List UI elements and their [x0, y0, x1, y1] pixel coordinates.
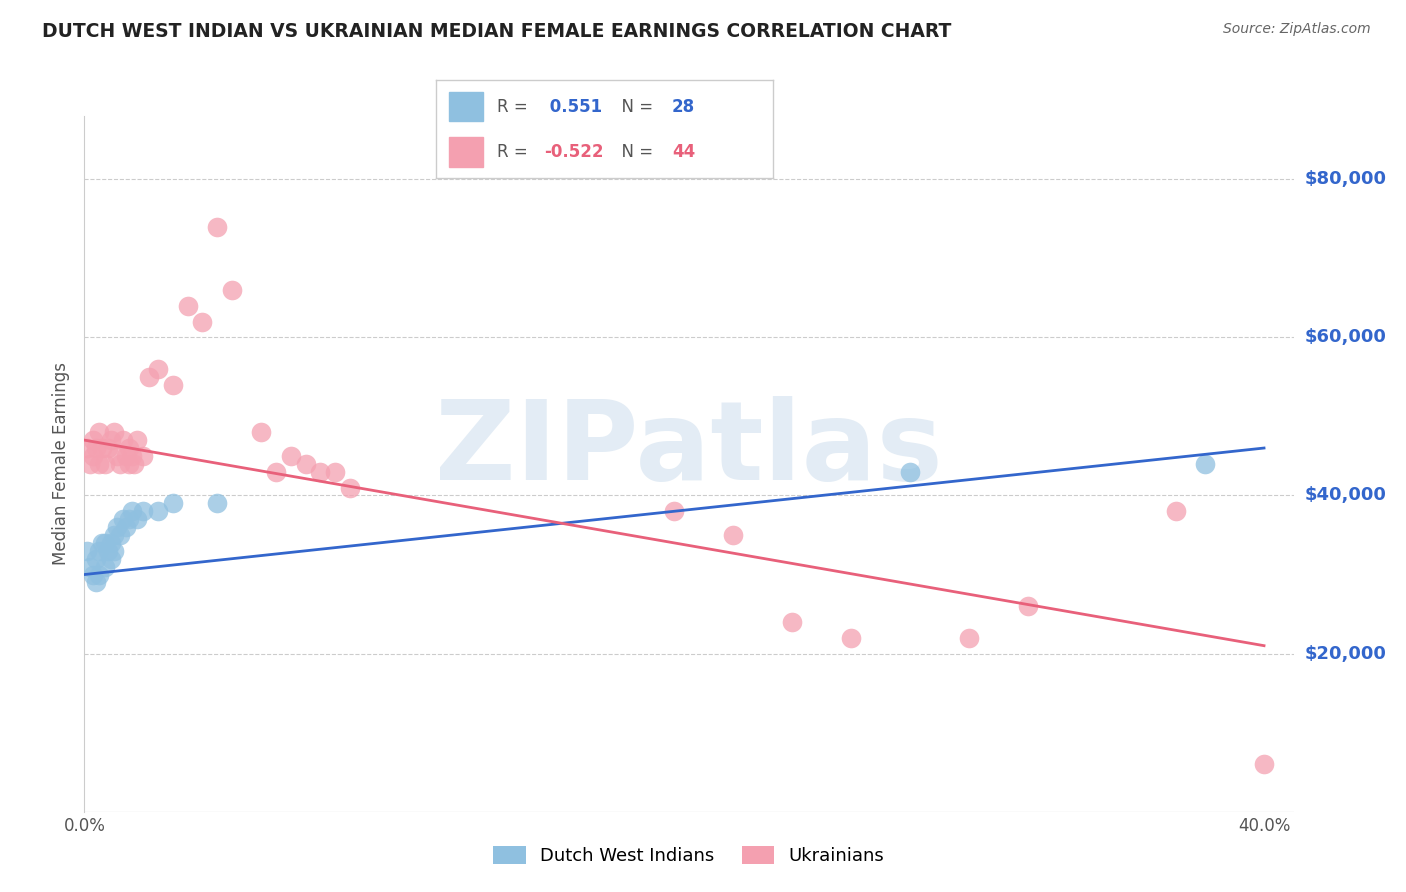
Point	[103, 544, 125, 558]
Point	[124, 457, 146, 471]
Point	[132, 504, 155, 518]
Point	[162, 377, 184, 392]
Point	[294, 457, 316, 471]
Text: N =: N =	[612, 143, 658, 161]
Y-axis label: Median Female Earnings: Median Female Earnings	[52, 362, 70, 566]
Point	[205, 496, 228, 510]
Point	[176, 299, 198, 313]
Point	[309, 465, 332, 479]
Point	[1253, 757, 1275, 772]
Point	[87, 567, 110, 582]
Point	[84, 441, 107, 455]
Point	[117, 457, 139, 471]
Text: $20,000: $20,000	[1305, 645, 1386, 663]
Point	[87, 425, 110, 440]
Text: -0.522: -0.522	[544, 143, 603, 161]
Point	[103, 425, 125, 440]
Point	[780, 615, 803, 629]
Point	[117, 441, 139, 455]
Point	[339, 481, 361, 495]
Point	[957, 631, 980, 645]
Point	[111, 512, 134, 526]
Point	[105, 449, 128, 463]
Text: $80,000: $80,000	[1305, 170, 1386, 188]
Point	[323, 465, 346, 479]
Text: 28: 28	[672, 98, 695, 116]
Point	[132, 449, 155, 463]
Text: R =: R =	[496, 143, 533, 161]
Text: Source: ZipAtlas.com: Source: ZipAtlas.com	[1223, 22, 1371, 37]
Text: 0.551: 0.551	[544, 98, 602, 116]
Bar	[450, 137, 484, 167]
Point	[100, 551, 122, 566]
Point	[162, 496, 184, 510]
Legend: Dutch West Indians, Ukrainians: Dutch West Indians, Ukrainians	[486, 838, 891, 872]
Point	[103, 528, 125, 542]
Point	[1194, 457, 1216, 471]
Point	[127, 433, 149, 447]
Text: N =: N =	[612, 98, 658, 116]
Point	[114, 449, 136, 463]
Point	[108, 457, 131, 471]
Point	[127, 512, 149, 526]
Text: ZIPatlas: ZIPatlas	[434, 396, 943, 503]
Text: $40,000: $40,000	[1305, 486, 1386, 505]
Point	[94, 536, 117, 550]
Point	[82, 433, 104, 447]
Point	[108, 528, 131, 542]
Point	[111, 433, 134, 447]
Point	[138, 370, 160, 384]
Point	[79, 559, 101, 574]
Point	[264, 465, 287, 479]
Point	[100, 536, 122, 550]
Point	[87, 544, 110, 558]
Point	[114, 520, 136, 534]
Point	[721, 528, 744, 542]
Point	[898, 465, 921, 479]
Point	[84, 551, 107, 566]
Point	[91, 441, 114, 455]
Point	[146, 504, 169, 518]
Point	[105, 520, 128, 534]
Point	[94, 457, 117, 471]
Point	[79, 457, 101, 471]
Point	[84, 575, 107, 590]
Point	[97, 544, 120, 558]
Point	[664, 504, 686, 518]
Point	[205, 219, 228, 234]
Point	[82, 449, 104, 463]
Point	[121, 449, 143, 463]
Point	[839, 631, 862, 645]
Point	[91, 536, 114, 550]
Point	[100, 433, 122, 447]
Point	[94, 559, 117, 574]
Point	[1164, 504, 1187, 518]
Point	[121, 504, 143, 518]
Point	[1017, 599, 1039, 614]
Point	[97, 441, 120, 455]
Point	[280, 449, 302, 463]
Point	[191, 314, 214, 328]
Point	[146, 362, 169, 376]
Text: R =: R =	[496, 98, 533, 116]
Point	[87, 457, 110, 471]
Point	[117, 512, 139, 526]
Point	[76, 544, 98, 558]
Point	[221, 283, 243, 297]
Text: $60,000: $60,000	[1305, 328, 1386, 346]
Point	[250, 425, 273, 440]
Point	[82, 567, 104, 582]
Point	[76, 441, 98, 455]
Bar	[450, 92, 484, 121]
Text: 44: 44	[672, 143, 696, 161]
Text: DUTCH WEST INDIAN VS UKRAINIAN MEDIAN FEMALE EARNINGS CORRELATION CHART: DUTCH WEST INDIAN VS UKRAINIAN MEDIAN FE…	[42, 22, 952, 41]
